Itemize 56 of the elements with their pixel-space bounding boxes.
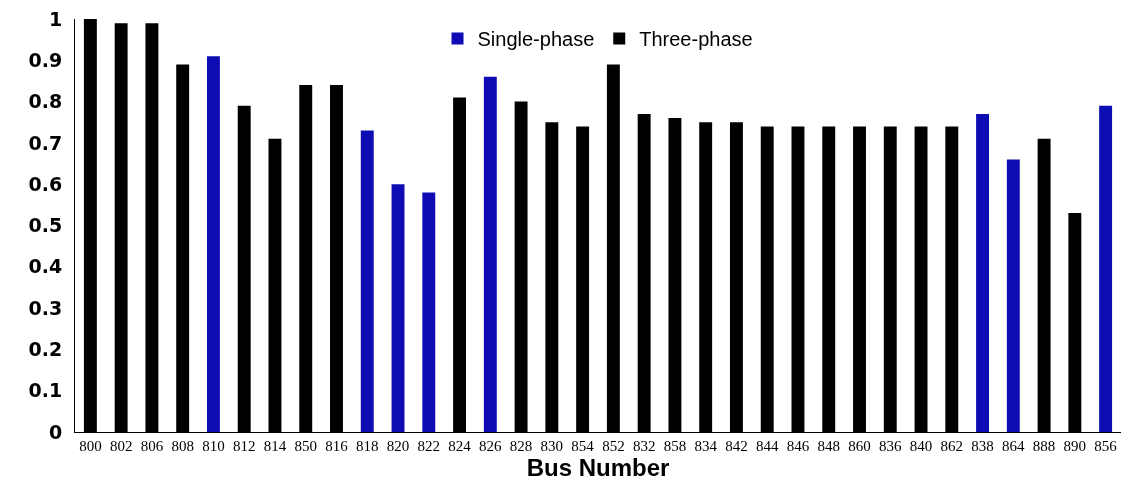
- x-tick-label: 820: [386, 438, 410, 454]
- x-tick-label: 802: [109, 438, 133, 454]
- x-tick-label: 844: [755, 438, 779, 454]
- bar: [360, 130, 374, 432]
- x-tick-label: 806: [140, 438, 164, 454]
- y-tick-label: 0.8: [28, 90, 63, 113]
- y-tick-label: 0.3: [28, 296, 63, 319]
- bar: [1099, 105, 1113, 432]
- x-tick-label: 826: [479, 438, 503, 454]
- x-tick-label: 854: [571, 438, 595, 454]
- x-tick-label: 856: [1094, 438, 1118, 454]
- x-tick-label: 842: [725, 438, 748, 454]
- x-tick-label: 846: [786, 438, 810, 454]
- x-tick-label: 822: [417, 438, 441, 454]
- x-tick-label: 836: [879, 438, 903, 454]
- y-tick-label: 0.2: [28, 338, 63, 361]
- y-tick-label: 0.1: [28, 379, 63, 402]
- x-tick-label: 890: [1063, 438, 1087, 454]
- x-tick-label: 824: [448, 438, 472, 454]
- x-tick-label: 850: [294, 438, 317, 454]
- x-tick-label: 840: [909, 438, 933, 454]
- bar: [483, 76, 497, 432]
- bar: [976, 113, 990, 432]
- x-tick-label: 848: [817, 438, 840, 454]
- bar: [391, 184, 405, 432]
- x-tick-label: 834: [694, 438, 718, 454]
- x-tick-label: 860: [848, 438, 871, 454]
- x-tick-label: 800: [79, 438, 102, 454]
- x-tick-label: 862: [940, 438, 964, 454]
- x-tick-label: 818: [356, 438, 379, 454]
- x-tick-label: 858: [663, 438, 687, 454]
- legend-label: Single-phase: [477, 28, 595, 51]
- x-tick-label: 812: [232, 438, 256, 454]
- bar: [206, 56, 220, 432]
- y-tick-label: 0.5: [28, 214, 63, 237]
- y-tick-label: 0.9: [28, 48, 63, 71]
- x-tick-label: 852: [602, 438, 625, 454]
- x-tick-label: 830: [540, 438, 564, 454]
- y-tick-label: 0: [48, 420, 63, 443]
- x-tick-label: 828: [509, 438, 533, 454]
- x-tick-label: 808: [171, 438, 194, 454]
- x-tick-label: 888: [1032, 438, 1056, 454]
- y-tick-label: 0.4: [28, 255, 63, 278]
- legend-label: Three-phase: [639, 28, 753, 51]
- y-tick-label: 0.6: [28, 172, 63, 195]
- bar: [422, 192, 436, 432]
- y-tick-label: 1: [48, 7, 63, 30]
- x-tick-label: 838: [971, 438, 994, 454]
- x-tick-label: 814: [263, 438, 287, 454]
- x-axis-title: Bus Number: [526, 454, 670, 481]
- y-tick-label: 0.7: [28, 131, 63, 154]
- x-tick-label: 816: [325, 438, 349, 454]
- x-tick-label: 864: [1002, 438, 1026, 454]
- x-tick-label: 810: [202, 438, 225, 454]
- bar: [1006, 159, 1020, 432]
- x-tick-label: 832: [632, 438, 656, 454]
